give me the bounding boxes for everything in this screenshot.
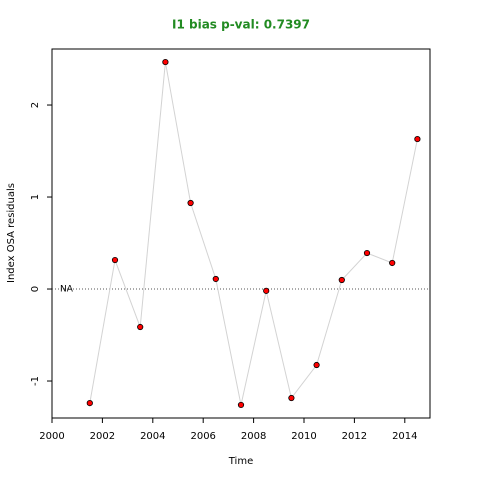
data-point [389,259,396,267]
data-point [313,361,320,369]
data-point [263,287,270,294]
data-point [162,58,169,66]
plot-frame [51,48,431,419]
data-point [414,135,421,143]
x-tick-label: 2014 [392,431,417,442]
y-tick-label: 0 [30,286,41,292]
y-tick-label: 1 [30,194,41,200]
y-axis-label: Index OSA residuals [6,183,17,283]
data-point [187,199,194,207]
data-point [137,323,144,331]
x-tick-label: 2002 [90,431,115,442]
y-tick-label: -1 [30,376,41,386]
data-point [111,256,119,264]
data-point [338,276,345,284]
x-tick-label: 2006 [190,431,215,442]
x-tick-label: 2010 [291,431,316,442]
data-point [212,275,219,283]
x-axis-label: Time [228,456,253,467]
y-tick-label: 2 [30,102,41,108]
data-point [86,399,93,407]
x-tick-label: 2000 [39,431,64,442]
series-line [89,61,418,406]
data-point [288,394,295,402]
chart-title: I1 bias p-val: 0.7397 [172,18,310,32]
x-tick-label: 2012 [342,431,367,442]
x-tick-label: 2008 [241,431,266,442]
data-point [237,401,245,409]
x-tick-label: 2004 [140,431,165,442]
reference-label: NA [60,285,74,295]
data-point [363,249,371,257]
